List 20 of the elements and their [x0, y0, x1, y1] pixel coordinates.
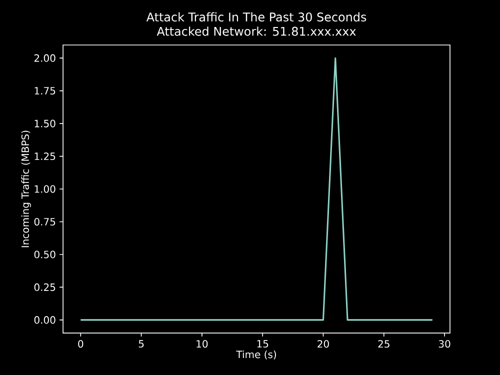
- y-tick-label: 0.75: [34, 218, 56, 226]
- x-tick-label: 10: [196, 340, 208, 348]
- y-tick-label: 0.00: [34, 316, 56, 324]
- y-tick-label: 1.25: [34, 152, 56, 160]
- chart-subtitle: Attacked Network: 51.81.xxx.xxx: [156, 26, 356, 36]
- x-tick-label: 15: [257, 340, 268, 348]
- x-tick-label: 25: [378, 340, 390, 348]
- y-tick-label: 1.75: [34, 87, 56, 95]
- x-tick-label: 20: [318, 340, 329, 348]
- x-tick-label: 30: [438, 340, 450, 348]
- y-axis-title: Incoming Traffic (MBPS): [21, 130, 31, 248]
- x-tick-label: 5: [138, 340, 144, 348]
- chart-title: Attack Traffic In The Past 30 Seconds: [146, 12, 366, 22]
- y-tick-label: 2.00: [34, 54, 56, 62]
- y-tick-label: 0.50: [34, 250, 56, 258]
- y-tick-label: 1.00: [34, 185, 56, 193]
- y-tick-label: 0.25: [34, 283, 56, 291]
- x-tick-label: 0: [78, 340, 84, 348]
- x-axis-title: Time (s): [236, 350, 276, 360]
- y-tick-label: 1.50: [34, 120, 56, 128]
